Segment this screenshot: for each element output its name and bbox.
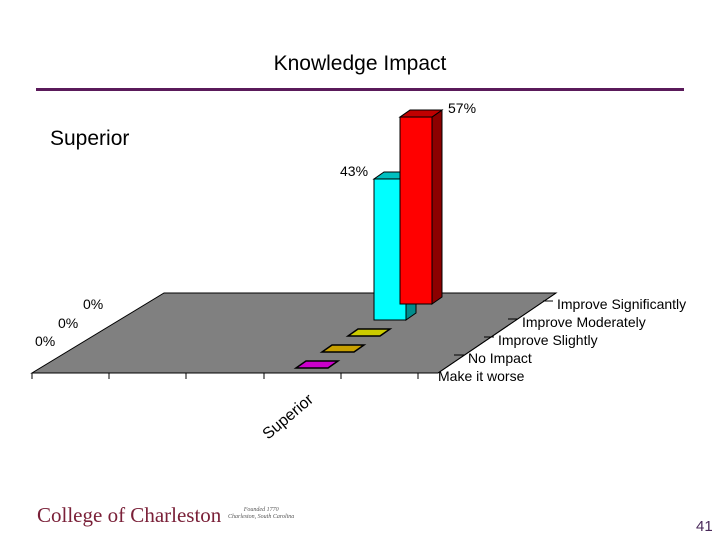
page-number: 41 xyxy=(696,518,713,535)
bar-top xyxy=(345,328,393,337)
value-label: 0% xyxy=(83,296,103,312)
college-logo: College of Charleston xyxy=(37,503,222,527)
series-label: Make it worse xyxy=(438,368,525,384)
chart-subtitle: Superior xyxy=(50,127,130,150)
founded-line2: Charleston, South Carolina xyxy=(228,514,295,520)
series-label: Improve Moderately xyxy=(522,314,646,330)
founded-line1: Founded 1770 xyxy=(243,507,279,513)
bar-front xyxy=(399,116,433,305)
bar-top xyxy=(293,360,341,369)
depth-axis xyxy=(437,292,557,374)
value-label: 57% xyxy=(448,100,476,116)
value-label: 0% xyxy=(58,315,78,331)
series-label: Improve Significantly xyxy=(557,296,686,312)
series-label: Improve Slightly xyxy=(498,332,598,348)
founded-text: Founded 1770 Charleston, South Carolina xyxy=(228,507,294,521)
value-label: 43% xyxy=(340,163,368,179)
value-label: 0% xyxy=(35,333,55,349)
category-label: Superior xyxy=(260,391,318,443)
slide-title: Knowledge Impact xyxy=(273,52,447,75)
bar-side xyxy=(431,109,443,305)
title-divider xyxy=(36,88,684,91)
bar-top xyxy=(319,344,367,353)
series-label: No Impact xyxy=(468,350,532,366)
